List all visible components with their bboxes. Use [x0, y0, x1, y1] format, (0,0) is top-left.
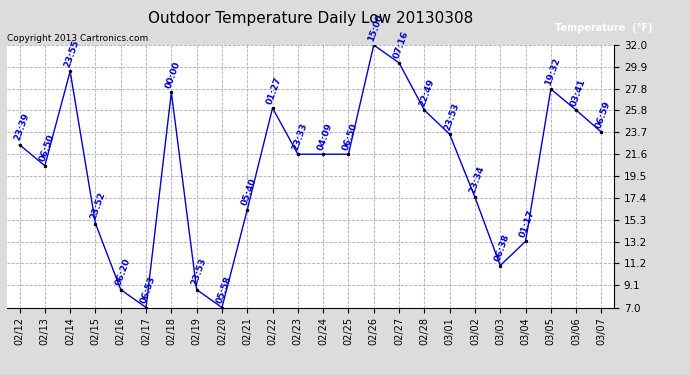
Text: 06:20: 06:20	[114, 257, 132, 287]
Text: 23:53: 23:53	[190, 257, 208, 287]
Text: 23:34: 23:34	[468, 164, 486, 195]
Text: 06:50: 06:50	[342, 122, 359, 152]
Text: 06:59: 06:59	[594, 99, 613, 129]
Text: 23:53: 23:53	[442, 102, 461, 132]
Text: 06:53: 06:53	[139, 275, 157, 305]
Text: 15:00: 15:00	[366, 12, 385, 42]
Text: 19:32: 19:32	[544, 56, 562, 86]
Text: 01:27: 01:27	[266, 75, 284, 105]
Text: 23:33: 23:33	[290, 122, 309, 152]
Text: 23:55: 23:55	[63, 39, 81, 69]
Text: 04:09: 04:09	[316, 122, 335, 152]
Text: Outdoor Temperature Daily Low 20130308: Outdoor Temperature Daily Low 20130308	[148, 11, 473, 26]
Text: 06:50: 06:50	[38, 133, 56, 163]
Text: 06:38: 06:38	[493, 233, 511, 263]
Text: 05:40: 05:40	[240, 177, 258, 207]
Text: 07:16: 07:16	[392, 30, 411, 60]
Text: Copyright 2013 Cartronics.com: Copyright 2013 Cartronics.com	[7, 34, 148, 43]
Text: 23:52: 23:52	[88, 191, 107, 221]
Text: 23:39: 23:39	[12, 112, 31, 142]
Text: 22:49: 22:49	[417, 77, 435, 107]
Text: 00:00: 00:00	[164, 60, 182, 90]
Text: 05:58: 05:58	[215, 275, 233, 305]
Text: Temperature  (°F): Temperature (°F)	[555, 23, 653, 33]
Text: 03:41: 03:41	[569, 77, 587, 107]
Text: 01:17: 01:17	[518, 209, 537, 238]
